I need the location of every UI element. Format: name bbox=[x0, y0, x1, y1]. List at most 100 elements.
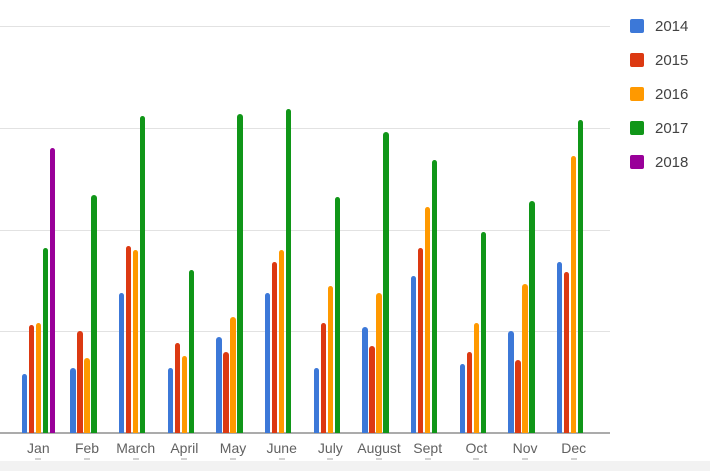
bottom-tick-cell bbox=[452, 458, 501, 460]
legend-item-2017: 2017 bbox=[630, 118, 688, 138]
bar-2015-june bbox=[271, 262, 278, 433]
bar-2015-feb bbox=[77, 331, 83, 433]
legend-swatch-icon bbox=[630, 121, 644, 135]
month-group-sept bbox=[403, 26, 452, 433]
bar-2015-nov bbox=[515, 359, 521, 433]
month-group-dec bbox=[549, 26, 598, 433]
bar-2016-march bbox=[132, 249, 139, 433]
x-axis-label: Nov bbox=[512, 440, 538, 456]
x-axis-line bbox=[0, 432, 610, 434]
bar-2017-march bbox=[139, 115, 146, 433]
month-group-may bbox=[209, 26, 258, 433]
legend-swatch-icon bbox=[630, 53, 644, 67]
bar-groups bbox=[14, 26, 598, 433]
bar-2014-jan bbox=[21, 374, 28, 433]
bottom-tick-cell bbox=[160, 458, 209, 460]
bottom-tick-cell bbox=[355, 458, 404, 460]
bar-2014-april bbox=[167, 367, 174, 433]
x-axis: Jan Feb March April May June July August Sept Oct… bbox=[14, 440, 598, 456]
bar-2015-august bbox=[369, 345, 375, 433]
bar-2015-march bbox=[125, 245, 132, 433]
gridline bbox=[0, 26, 610, 27]
bottom-tick-cell bbox=[209, 458, 258, 460]
bar-2015-dec bbox=[563, 272, 570, 433]
bar-2014-june bbox=[264, 292, 271, 433]
bar-2017-june bbox=[285, 109, 292, 433]
bar-2015-jan bbox=[28, 325, 35, 433]
legend-label: 2015 bbox=[655, 51, 689, 69]
legend-item-2014: 2014 bbox=[630, 16, 688, 36]
x-axis-label: Oct bbox=[465, 440, 488, 456]
x-axis-label: Feb bbox=[74, 440, 100, 456]
x-axis-label: June bbox=[266, 440, 297, 456]
month-group-june bbox=[257, 26, 306, 433]
bar-2016-nov bbox=[522, 284, 528, 433]
bottom-tick-dash bbox=[35, 458, 42, 460]
month-group-april bbox=[160, 26, 209, 433]
bar-2014-dec bbox=[556, 262, 563, 433]
x-axis-label: Dec bbox=[561, 440, 587, 456]
bar-2017-may bbox=[237, 113, 243, 433]
bar-2018-jan bbox=[49, 148, 56, 433]
legend-swatch-icon bbox=[630, 155, 644, 169]
bottom-tick-cell bbox=[63, 458, 112, 460]
legend-label: 2016 bbox=[655, 85, 689, 103]
bottom-tick-dash bbox=[473, 458, 480, 460]
bottom-tick-cell bbox=[501, 458, 550, 460]
bar-2014-july bbox=[313, 367, 320, 433]
month-group-july bbox=[306, 26, 355, 433]
bar-2015-may bbox=[223, 351, 229, 433]
bottom-tick-cell bbox=[257, 458, 306, 460]
bar-2014-march bbox=[118, 292, 125, 433]
bar-2016-april bbox=[181, 355, 188, 433]
bar-2016-jan bbox=[35, 323, 42, 433]
legend-item-2015: 2015 bbox=[630, 50, 688, 70]
bar-2014-oct bbox=[459, 363, 466, 433]
bar-2017-april bbox=[188, 270, 195, 433]
x-axis-label: March bbox=[116, 440, 156, 456]
bar-2014-sept bbox=[410, 276, 417, 433]
bar-2016-sept bbox=[424, 207, 431, 433]
month-group-jan bbox=[14, 26, 63, 433]
bar-2017-nov bbox=[529, 201, 535, 433]
bar-2014-feb bbox=[70, 367, 76, 433]
bar-2016-august bbox=[376, 292, 382, 433]
x-axis-label: Jan bbox=[27, 440, 50, 456]
bar-2017-july bbox=[334, 196, 341, 433]
bottom-tick-dash bbox=[230, 458, 237, 460]
bar-2017-feb bbox=[91, 194, 97, 433]
gridline bbox=[0, 331, 610, 333]
x-axis-label: Sept bbox=[413, 440, 443, 456]
month-group-nov bbox=[501, 26, 550, 433]
bar-2014-may bbox=[216, 337, 222, 433]
bottom-tick-dash bbox=[278, 458, 285, 460]
bottom-tick-cell bbox=[111, 458, 160, 460]
bar-2016-july bbox=[327, 286, 334, 433]
gridline bbox=[0, 229, 610, 231]
bottom-tick-cell bbox=[306, 458, 355, 460]
bar-2015-april bbox=[174, 343, 181, 433]
bottom-tick-dash bbox=[376, 458, 383, 460]
bottom-tick-dash bbox=[522, 458, 529, 460]
legend-label: 2018 bbox=[655, 153, 689, 171]
x-axis-label: July bbox=[317, 440, 343, 456]
month-group-feb bbox=[63, 26, 112, 433]
legend-swatch-icon bbox=[630, 19, 644, 33]
bar-2017-dec bbox=[577, 119, 584, 433]
bottom-strip bbox=[0, 461, 710, 471]
bottom-tick-dash bbox=[84, 458, 90, 460]
bottom-tick-dash bbox=[181, 458, 188, 460]
bar-2017-august bbox=[383, 131, 389, 433]
legend-item-2018: 2018 bbox=[630, 152, 688, 172]
bar-2017-sept bbox=[431, 160, 438, 433]
bar-2015-july bbox=[320, 323, 327, 433]
bottom-tick-cell bbox=[403, 458, 452, 460]
gridline bbox=[0, 127, 610, 129]
month-group-august bbox=[355, 26, 404, 433]
bar-2016-feb bbox=[84, 357, 90, 433]
bottom-tick-dash bbox=[424, 458, 431, 460]
month-group-march bbox=[111, 26, 160, 433]
bar-2017-jan bbox=[42, 247, 49, 433]
bar-2016-june bbox=[278, 249, 285, 433]
